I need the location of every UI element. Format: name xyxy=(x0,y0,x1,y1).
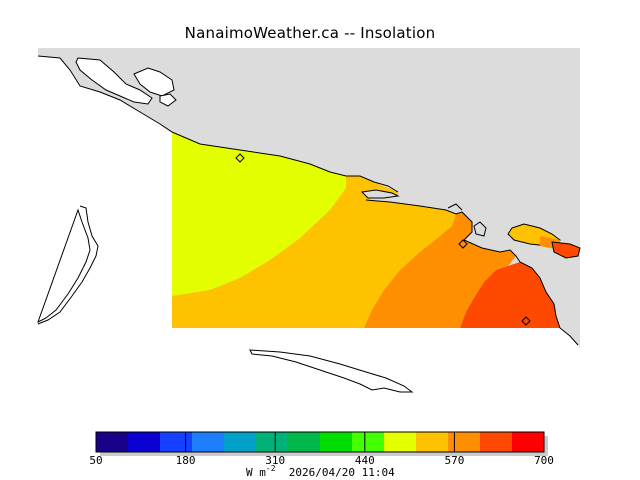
island-north-3 xyxy=(159,93,177,107)
colorbar-tick-label: 440 xyxy=(354,454,375,467)
southern-island xyxy=(249,349,414,393)
colorbar-swatch xyxy=(256,432,289,452)
station-markers xyxy=(235,153,531,326)
coastlines xyxy=(37,55,579,346)
diamond-icon xyxy=(458,239,468,249)
field-yellow-green xyxy=(172,132,346,296)
diamond-icon xyxy=(521,316,531,326)
colorbar-swatch xyxy=(160,432,193,452)
field-orange xyxy=(364,212,516,328)
ocean-south xyxy=(172,328,580,348)
insolation-field xyxy=(172,132,560,328)
diamond-icon xyxy=(235,153,245,163)
colorbar-tick-label: 310 xyxy=(265,454,286,467)
colorbar-swatch xyxy=(224,432,257,452)
east-peninsula xyxy=(507,223,581,259)
colorbar-swatch xyxy=(288,432,321,452)
colorbar-tick-label: 50 xyxy=(89,454,103,467)
island-north-2 xyxy=(133,67,175,97)
colorbar-tick-label: 700 xyxy=(534,454,554,467)
timestamp: 2026/04/20 11:04 xyxy=(288,466,395,479)
inlet-coast-1 xyxy=(473,221,487,237)
colorbar-tick-label: 570 xyxy=(444,454,465,467)
northern-islands xyxy=(75,57,177,107)
units-prefix: W m xyxy=(246,466,266,479)
inlet-coast-2 xyxy=(447,203,463,211)
colorbar-swatch xyxy=(512,432,545,452)
colorbar-swatch xyxy=(352,432,385,452)
units-exponent: -2 xyxy=(265,464,276,473)
island-north-1 xyxy=(75,57,153,105)
mainland-coast xyxy=(37,55,579,346)
colorbar-swatch xyxy=(384,432,417,452)
colorbar-swatch xyxy=(192,432,225,452)
colorbar-tick-label: 180 xyxy=(175,454,196,467)
colorbar-swatch xyxy=(128,432,161,452)
colorbar-swatch xyxy=(448,432,481,452)
colorbar-swatch xyxy=(416,432,449,452)
inner-island xyxy=(360,189,400,199)
units-and-timestamp: W m-2 2026/04/20 11:04 xyxy=(246,464,395,479)
field-red-orange xyxy=(460,262,560,328)
field-amber xyxy=(172,176,456,328)
western-island xyxy=(37,205,99,325)
colorbar-swatch xyxy=(320,432,353,452)
ocean-area xyxy=(38,56,172,348)
colorbar xyxy=(95,431,548,456)
colorbar-swatch xyxy=(480,432,513,452)
colorbar-swatch xyxy=(96,432,129,452)
map-title: NanaimoWeather.ca -- Insolation xyxy=(184,24,436,42)
